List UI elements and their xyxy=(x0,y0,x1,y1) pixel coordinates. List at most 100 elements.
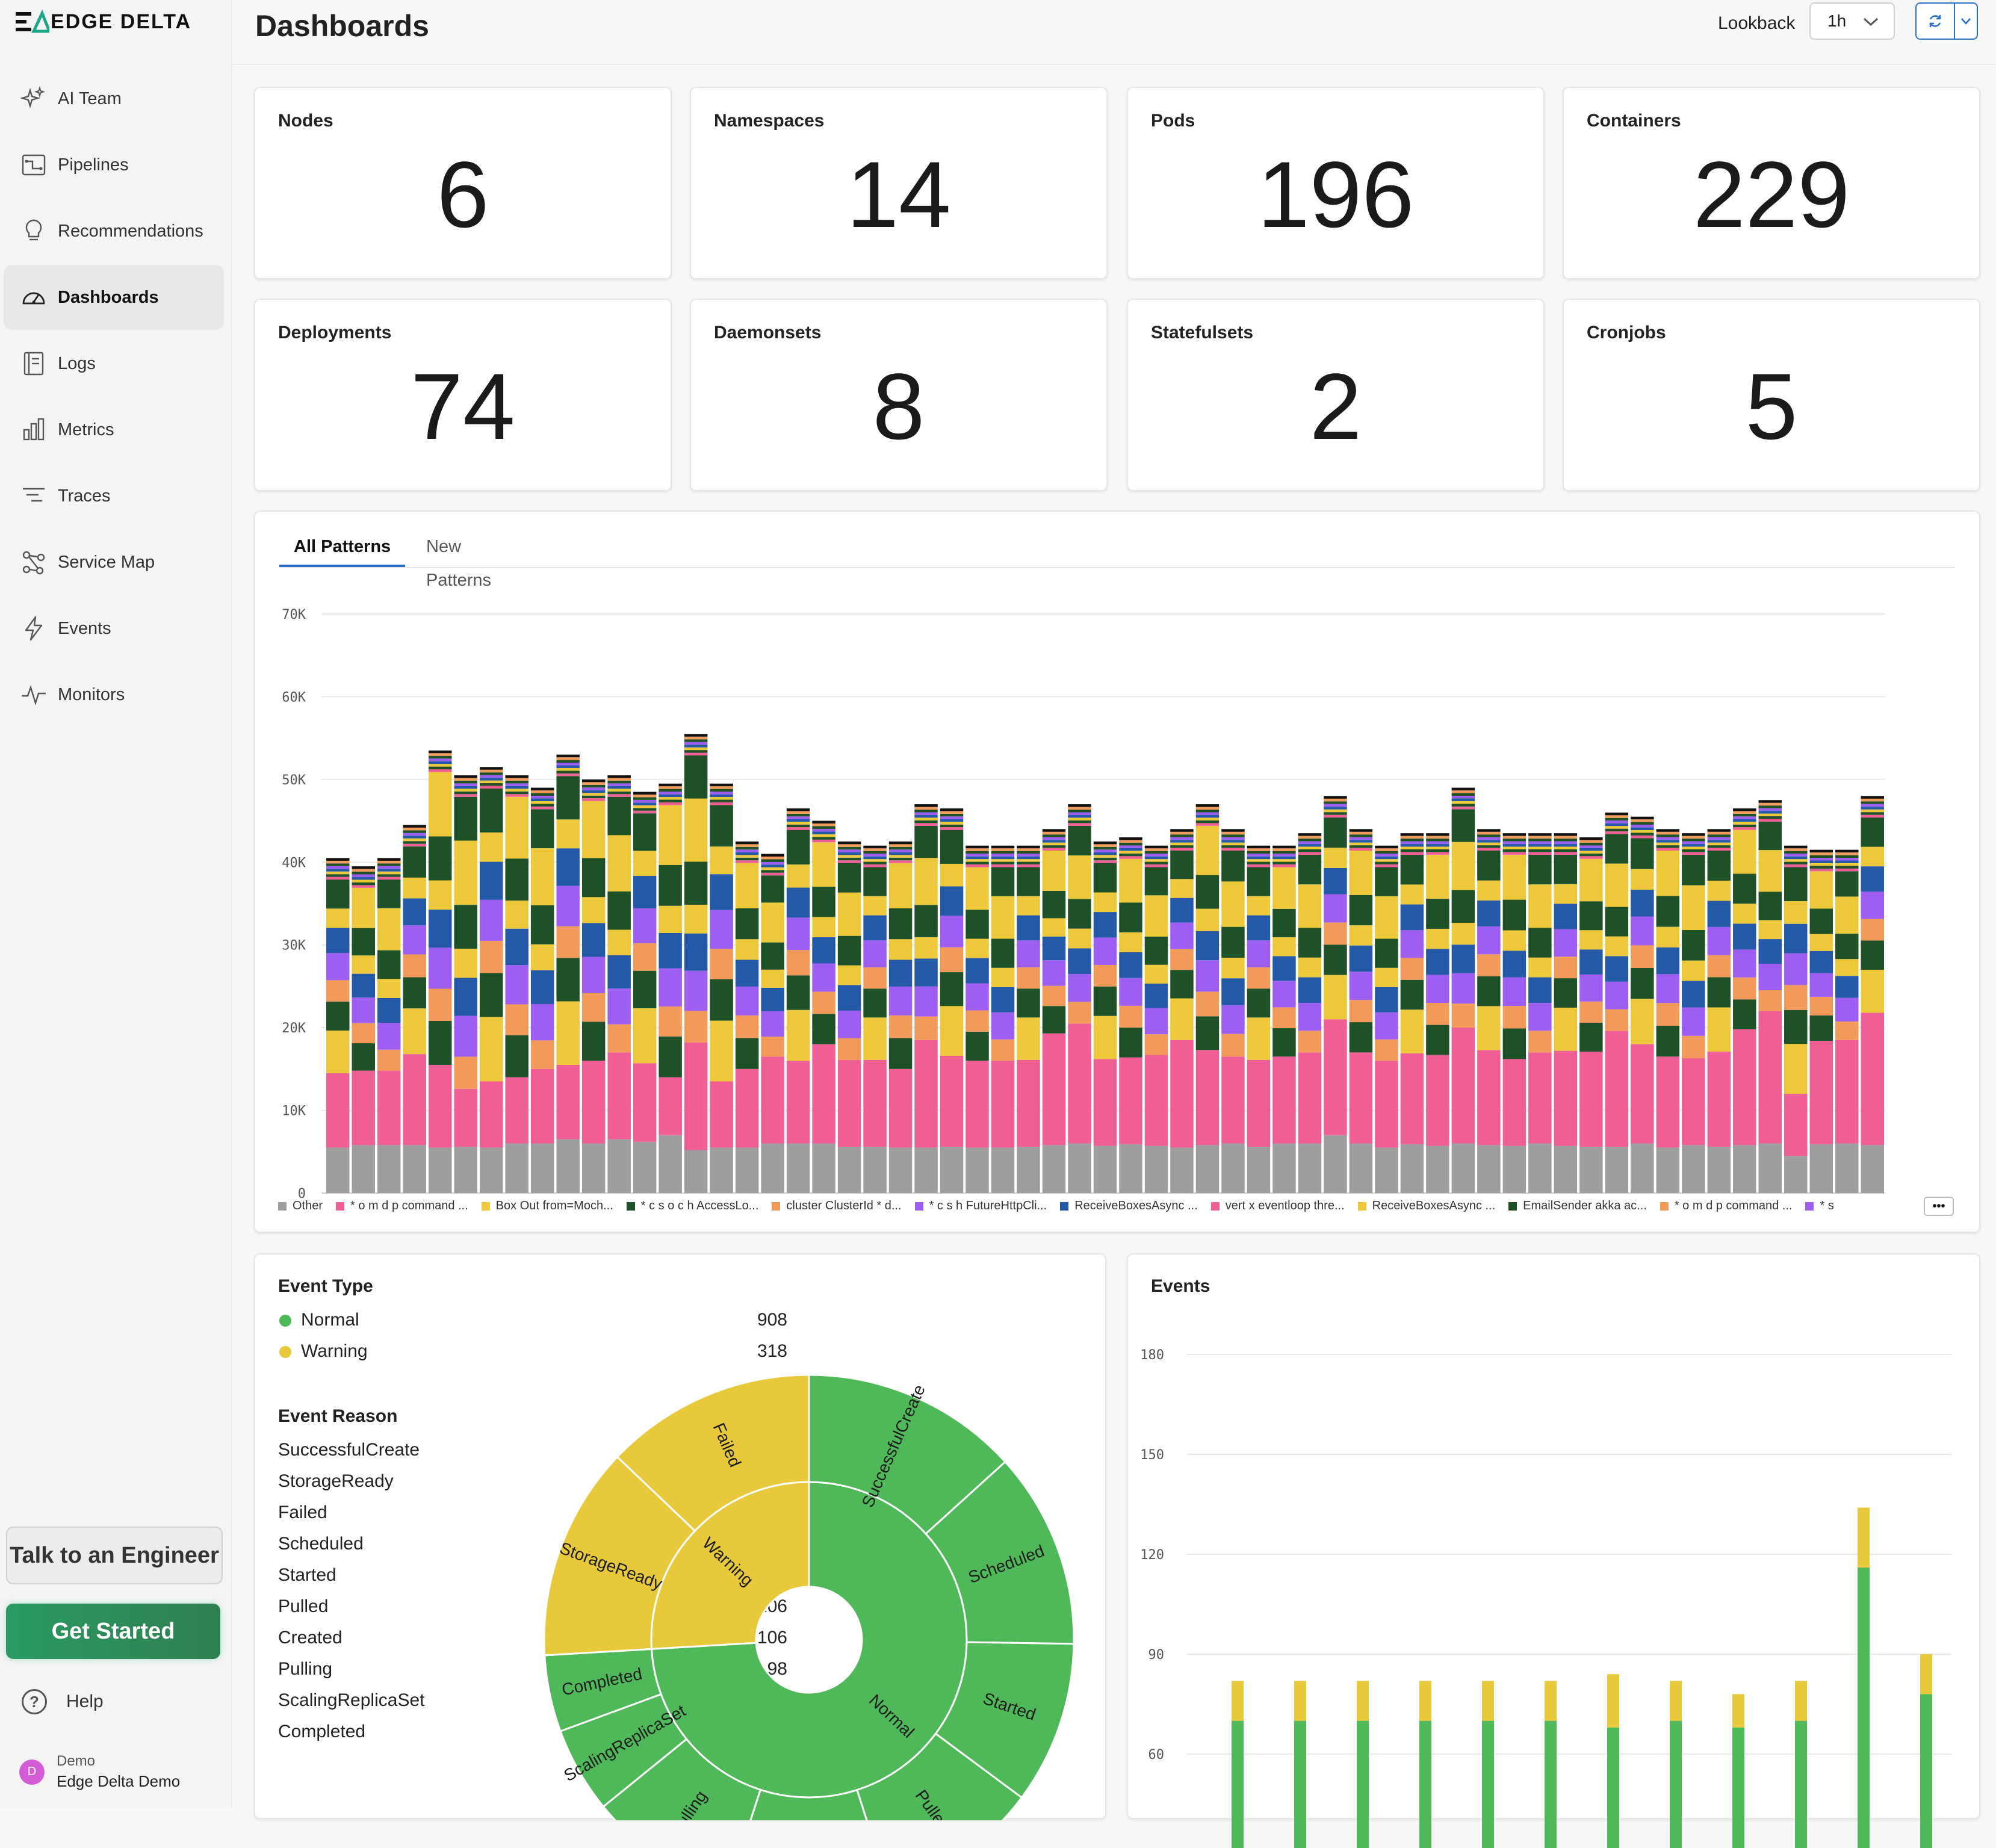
pattern-bar-segment[interactable] xyxy=(1375,1061,1398,1148)
pattern-bar-segment[interactable] xyxy=(837,985,861,1011)
pattern-bar-segment[interactable] xyxy=(403,954,426,978)
pattern-bar-segment[interactable] xyxy=(710,1020,733,1082)
pattern-bar-segment[interactable] xyxy=(454,978,477,1016)
pattern-bar-segment[interactable] xyxy=(1042,918,1066,937)
pattern-bar-segment[interactable] xyxy=(684,736,708,740)
pattern-bar-segment[interactable] xyxy=(1477,848,1501,851)
pattern-bar-segment[interactable] xyxy=(1221,1056,1245,1144)
pattern-bar-segment[interactable] xyxy=(659,794,682,798)
pattern-bar-segment[interactable] xyxy=(1758,808,1782,811)
pattern-bar-segment[interactable] xyxy=(1298,1143,1322,1193)
pattern-bar-segment[interactable] xyxy=(1375,1012,1398,1040)
pattern-bar-segment[interactable] xyxy=(1835,896,1859,934)
pattern-bar-segment[interactable] xyxy=(837,849,861,852)
pattern-bar-segment[interactable] xyxy=(1631,945,1654,969)
pattern-bar-segment[interactable] xyxy=(1554,1050,1578,1146)
pattern-bar-segment[interactable] xyxy=(1375,1147,1398,1193)
pattern-bar-segment[interactable] xyxy=(1247,864,1271,867)
pattern-bar-segment[interactable] xyxy=(1195,804,1220,807)
pattern-bar-segment[interactable] xyxy=(1272,981,1296,1008)
pattern-bar-segment[interactable] xyxy=(1528,836,1552,839)
pattern-bar-segment[interactable] xyxy=(837,857,861,861)
pattern-bar-segment[interactable] xyxy=(1605,823,1629,826)
pattern-bar-segment[interactable] xyxy=(607,778,631,781)
pattern-bar-segment[interactable] xyxy=(1170,829,1194,832)
pattern-bar-segment[interactable] xyxy=(1784,985,1808,1010)
pattern-bar-segment[interactable] xyxy=(505,858,528,901)
pattern-bar-segment[interactable] xyxy=(454,796,477,841)
pattern-bar-segment[interactable] xyxy=(888,986,913,1015)
pattern-bar-segment[interactable] xyxy=(1758,1011,1782,1144)
pattern-bar-segment[interactable] xyxy=(1707,845,1731,848)
pattern-bar-segment[interactable] xyxy=(735,849,759,852)
pattern-bar-segment[interactable] xyxy=(530,970,554,1004)
pattern-bar-segment[interactable] xyxy=(633,970,657,1008)
pattern-bar-segment[interactable] xyxy=(403,1145,426,1193)
pattern-bar-segment[interactable] xyxy=(403,836,426,839)
pattern-bar-segment[interactable] xyxy=(710,797,733,800)
pattern-bar-segment[interactable] xyxy=(710,949,733,979)
pattern-bar-segment[interactable] xyxy=(1707,837,1731,840)
pattern-bar-segment[interactable] xyxy=(1809,860,1833,864)
pattern-bar-segment[interactable] xyxy=(940,822,964,825)
pattern-bar-segment[interactable] xyxy=(428,755,452,759)
pattern-bar-segment[interactable] xyxy=(888,841,913,845)
pattern-bar-segment[interactable] xyxy=(428,1147,452,1193)
pattern-bar-segment[interactable] xyxy=(1784,953,1808,985)
pattern-bar-segment[interactable] xyxy=(1554,957,1578,979)
pattern-bar-segment[interactable] xyxy=(1861,798,1884,802)
pattern-bar-segment[interactable] xyxy=(1451,922,1475,945)
pattern-bar-segment[interactable] xyxy=(812,837,835,840)
pattern-bar-segment[interactable] xyxy=(1835,849,1859,853)
pattern-bar-segment[interactable] xyxy=(684,734,708,737)
pattern-bar-segment[interactable] xyxy=(1733,816,1756,819)
pattern-bar-segment[interactable] xyxy=(326,860,350,864)
pattern-bar-segment[interactable] xyxy=(1758,939,1782,964)
pattern-bar-segment[interactable] xyxy=(1272,1143,1296,1193)
pattern-bar-segment[interactable] xyxy=(1758,811,1782,814)
pattern-bar-segment[interactable] xyxy=(1017,896,1040,916)
pattern-bar-segment[interactable] xyxy=(607,783,631,786)
pattern-bar-segment[interactable] xyxy=(812,887,835,917)
pattern-bar-segment[interactable] xyxy=(863,988,887,1018)
pattern-bar-segment[interactable] xyxy=(837,846,861,850)
pattern-bar-segment[interactable] xyxy=(1400,958,1424,980)
pattern-bar-segment[interactable] xyxy=(940,827,964,830)
pattern-bar-segment[interactable] xyxy=(479,1017,503,1082)
pattern-bar-segment[interactable] xyxy=(659,786,682,789)
pattern-bar-segment[interactable] xyxy=(1247,861,1271,865)
pattern-bar-segment[interactable] xyxy=(1170,834,1194,837)
pattern-bar-segment[interactable] xyxy=(965,958,989,984)
pattern-bar-segment[interactable] xyxy=(1656,1147,1680,1193)
pattern-bar-segment[interactable] xyxy=(812,963,835,992)
pattern-bar-segment[interactable] xyxy=(914,804,938,807)
pattern-bar-segment[interactable] xyxy=(505,778,528,781)
pattern-bar-segment[interactable] xyxy=(607,955,631,989)
legend-more-button[interactable]: ••• xyxy=(1924,1197,1954,1216)
pattern-bar-segment[interactable] xyxy=(812,842,835,887)
pattern-bar-segment[interactable] xyxy=(1375,859,1398,862)
pattern-bar-segment[interactable] xyxy=(735,846,759,850)
pattern-bar-segment[interactable] xyxy=(965,845,989,849)
pattern-bar-segment[interactable] xyxy=(1835,1143,1859,1193)
pattern-bar-segment[interactable] xyxy=(428,880,452,910)
pattern-bar-segment[interactable] xyxy=(1221,926,1245,958)
pattern-bar-segment[interactable] xyxy=(633,792,657,795)
pattern-bar-segment[interactable] xyxy=(581,957,606,993)
pattern-bar-segment[interactable] xyxy=(1119,856,1142,859)
pattern-bar-segment[interactable] xyxy=(1809,996,1833,1015)
pattern-bar-segment[interactable] xyxy=(812,937,835,964)
pattern-bar-segment[interactable] xyxy=(1119,1005,1142,1028)
pattern-bar-segment[interactable] xyxy=(1068,948,1091,975)
pattern-bar-segment[interactable] xyxy=(1170,1040,1194,1148)
pattern-bar-segment[interactable] xyxy=(1631,825,1654,828)
pattern-bar-segment[interactable] xyxy=(1451,804,1475,807)
pattern-bar-segment[interactable] xyxy=(1682,841,1705,845)
pattern-bar-segment[interactable] xyxy=(940,886,964,916)
pattern-bar-segment[interactable] xyxy=(1272,937,1296,957)
pattern-bar-segment[interactable] xyxy=(659,802,682,805)
pattern-bar-segment[interactable] xyxy=(710,794,733,798)
pattern-bar-segment[interactable] xyxy=(581,782,606,785)
pattern-bar-segment[interactable] xyxy=(1656,974,1680,1003)
pattern-bar-segment[interactable] xyxy=(1554,929,1578,957)
